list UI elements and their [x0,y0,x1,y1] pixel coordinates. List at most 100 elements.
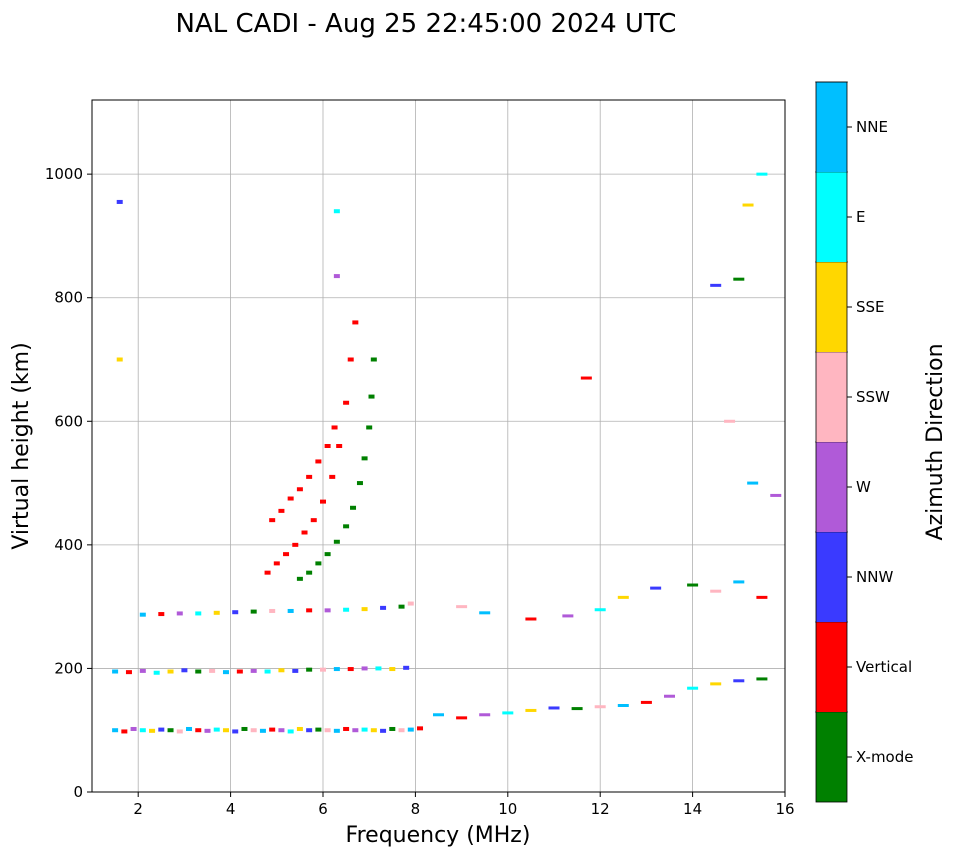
x-tick-label: 16 [775,800,794,818]
echo-mark [343,524,350,529]
echo-mark [222,670,229,675]
echo-mark [343,607,350,612]
echo-mark [324,444,331,448]
echo-mark [548,706,560,710]
echo-mark [687,583,699,587]
echo-mark [417,726,424,731]
echo-mark [195,728,202,733]
echo-mark [186,726,193,731]
echo-mark [333,667,340,672]
echo-mark [306,608,313,613]
echo-mark [617,704,629,707]
echo-mark [310,518,317,523]
echo-mark [112,728,119,733]
echo-mark [664,694,675,698]
echo-mark [287,608,294,613]
echo-mark [287,729,294,734]
echo-mark [167,728,174,733]
x-tick-label: 8 [411,800,421,818]
echo-mark [250,728,257,733]
colorbar-segment-x-mode [816,712,847,802]
echo-mark [343,726,350,731]
echo-mark [222,728,229,733]
echo-mark [139,612,146,617]
plot-background [92,100,785,792]
echo-mark [389,726,396,731]
colorbar-segment-sse [816,262,847,352]
echo-mark [370,357,377,362]
echo-mark [594,608,606,612]
echo-mark [398,604,405,609]
y-axis-label: Virtual height (km) [9,342,34,549]
colorbar-segment-nne [816,82,847,172]
echo-mark [710,283,722,287]
echo-mark [347,667,354,672]
echo-mark [336,444,343,448]
echo-mark [407,601,414,606]
grid-lines [92,100,785,792]
echo-mark [333,539,340,544]
echo-mark [479,713,491,717]
echo-mark [296,576,303,581]
y-tick-label: 600 [54,412,83,430]
echo-mark [292,542,299,547]
echo-mark [456,716,468,720]
colorbar-label: E [856,208,865,226]
echo-mark [710,682,722,686]
colorbar-title: Azimuth Direction [923,343,948,540]
echo-mark [333,728,340,733]
echo-mark [331,425,338,430]
y-axis: 0 200 400 600 800 1000 [45,165,92,801]
echo-mark [232,729,239,734]
echo-mark [502,711,514,715]
echo-mark [617,595,629,599]
colorbar-label: NNE [856,118,888,136]
echo-mark [306,474,313,479]
echo-mark [368,394,375,399]
echo-mark [121,729,128,734]
colorbar-label: X-mode [856,748,913,766]
echo-mark [278,728,285,733]
echo-mark [112,669,119,674]
y-tick-label: 0 [73,783,83,801]
echo-mark [181,668,188,673]
echo-mark [333,209,340,214]
echo-mark [580,376,592,380]
colorbar-segment-ssw [816,352,847,442]
colorbar-segment-e [816,172,847,262]
echo-mark [116,199,123,204]
echo-mark [213,610,220,615]
echo-mark [296,487,303,492]
echo-mark [250,668,257,673]
echo-mark [347,357,354,362]
echo-mark [343,400,350,405]
echo-mark [176,729,183,734]
echo-mark [320,499,326,504]
echo-mark [687,686,699,690]
echo-mark [296,726,303,731]
echo-mark [350,505,357,510]
echo-mark [756,677,768,681]
echo-mark [232,610,239,615]
y-tick-label: 800 [54,289,83,307]
echo-mark [306,667,313,672]
echo-mark [320,667,326,672]
colorbar-label: Vertical [856,658,912,676]
echo-mark [324,552,331,557]
echo-mark [167,669,174,674]
colorbar-segment-nnw [816,532,847,622]
chart-title: NAL CADI - Aug 25 22:45:00 2024 UTC [176,9,677,39]
echo-mark [366,425,373,430]
echo-marks [112,172,782,734]
echo-mark [733,277,745,281]
echo-mark [153,670,160,675]
colorbar-label: W [856,478,871,496]
echo-mark [259,728,266,733]
echo-mark [324,728,331,733]
colorbar-label: NNW [856,568,893,586]
echo-mark [292,668,299,673]
echo-mark [315,727,322,732]
echo-mark [456,605,468,609]
echo-mark [139,728,146,733]
